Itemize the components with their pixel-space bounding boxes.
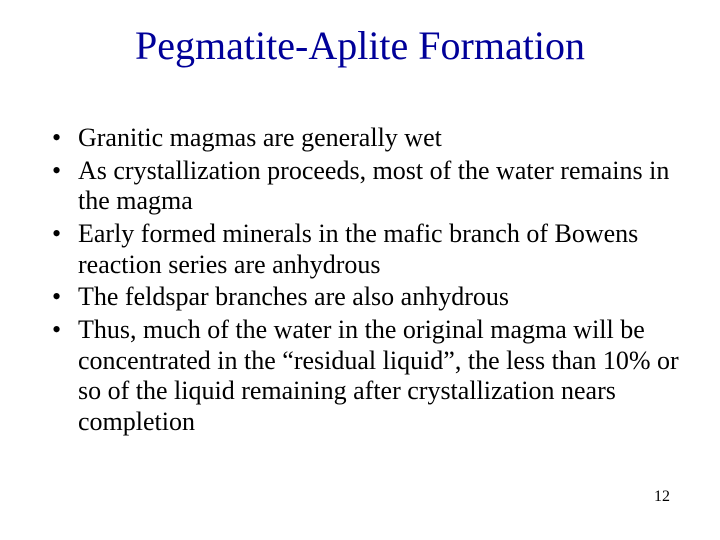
page-number: 12 xyxy=(654,488,670,506)
list-item: Granitic magmas are generally wet xyxy=(40,123,680,154)
list-item: Early formed minerals in the mafic branc… xyxy=(40,219,680,280)
list-item: Thus, much of the water in the original … xyxy=(40,315,680,438)
slide: Pegmatite-Aplite Formation Granitic magm… xyxy=(0,0,720,540)
bullet-list: Granitic magmas are generally wet As cry… xyxy=(40,123,680,438)
slide-title: Pegmatite-Aplite Formation xyxy=(0,0,720,69)
list-item: The feldspar branches are also anhydrous xyxy=(40,282,680,313)
list-item: As crystallization proceeds, most of the… xyxy=(40,156,680,217)
